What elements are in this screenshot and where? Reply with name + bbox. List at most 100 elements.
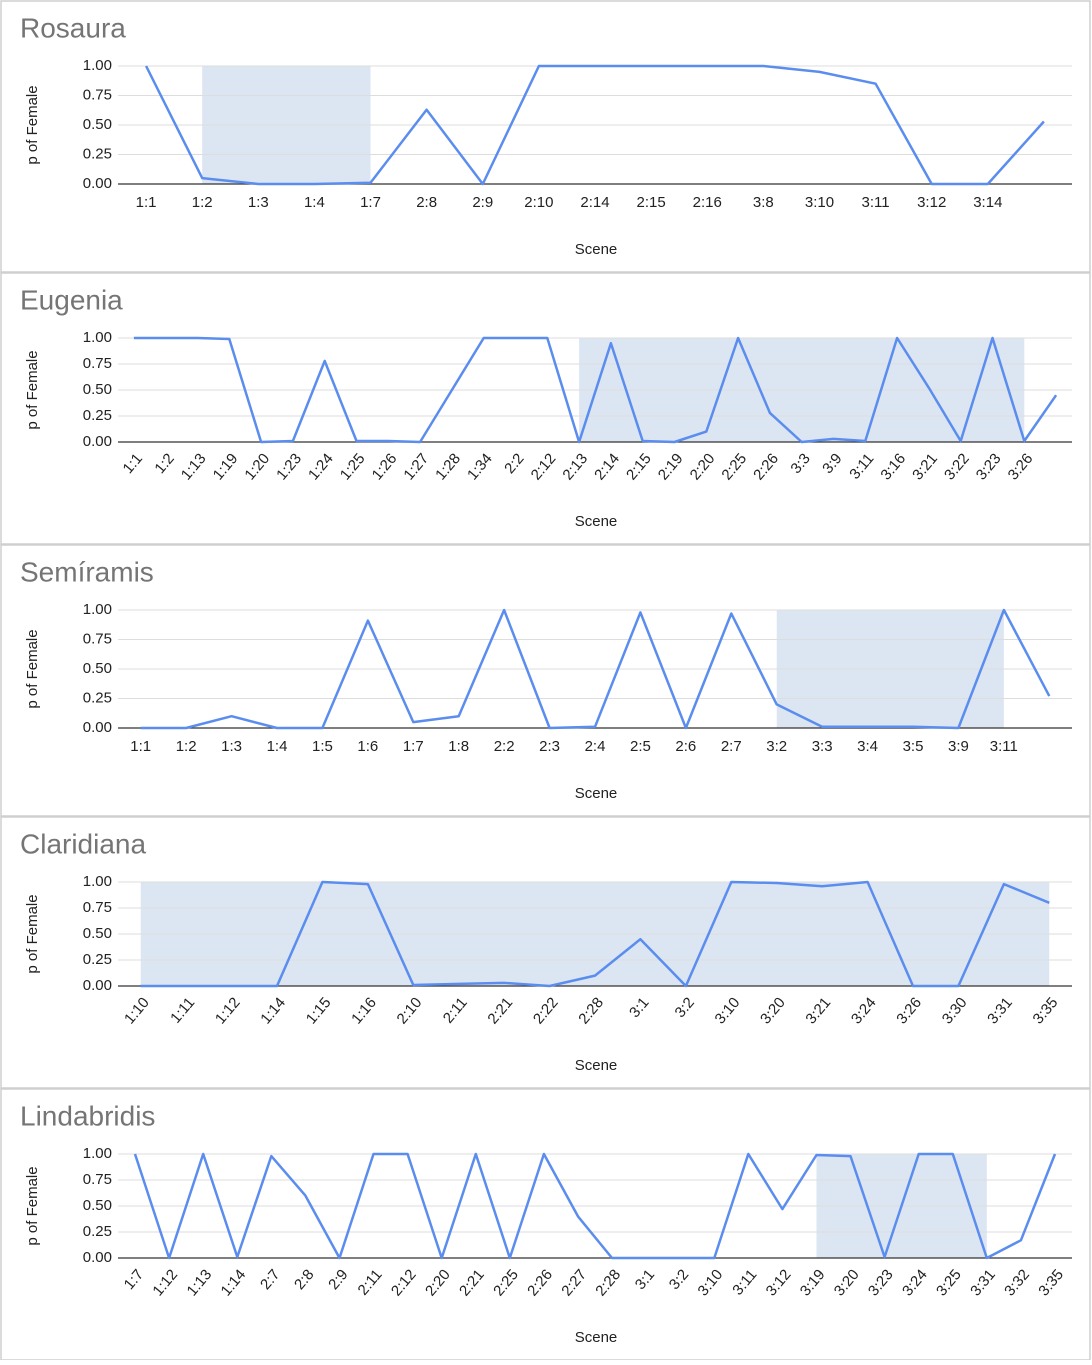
x-tick-label: 3:2 (672, 994, 698, 1021)
x-tick-label: 3:32 (1001, 1266, 1033, 1299)
x-tick-label: 2:19 (655, 450, 687, 483)
y-tick-label: 1.00 (83, 329, 112, 346)
x-tick-label: 1:13 (183, 1266, 215, 1299)
x-tick-label: 2:20 (687, 450, 719, 483)
x-tick-label: 2:8 (416, 194, 437, 211)
x-tick-label: 2:6 (675, 738, 696, 755)
x-tick-label: 2:9 (472, 194, 493, 211)
y-axis-title: p of Female (24, 85, 41, 164)
x-tick-label: 3:20 (831, 1266, 863, 1299)
y-tick-label: 0.25 (83, 407, 112, 424)
x-tick-label: 2:10 (524, 194, 553, 211)
y-tick-label: 0.75 (83, 86, 112, 103)
x-tick-label: 1:7 (360, 194, 381, 211)
x-tick-label: 1:1 (120, 450, 146, 477)
chart-title: Eugenia (20, 284, 123, 315)
x-tick-label: 1:19 (210, 450, 242, 483)
x-tick-label: 1:23 (273, 450, 305, 483)
y-tick-label: 0.25 (83, 689, 112, 706)
x-tick-label: 3:16 (877, 450, 909, 483)
x-tick-label: 3:35 (1035, 1266, 1067, 1299)
x-tick-label: 2:21 (456, 1266, 488, 1299)
x-tick-label: 1:12 (149, 1266, 181, 1299)
x-tick-label: 3:24 (848, 994, 880, 1027)
x-tick-label: 3:11 (729, 1266, 760, 1298)
y-tick-label: 0.75 (83, 1171, 112, 1188)
x-tick-label: 3:10 (805, 194, 834, 211)
x-tick-label: 2:14 (591, 450, 623, 483)
x-tick-label: 3:1 (626, 994, 652, 1021)
x-tick-label: 2:15 (623, 450, 655, 483)
x-tick-label: 2:3 (539, 738, 560, 755)
x-tick-label: 2:5 (630, 738, 651, 755)
x-tick-label: 3:24 (899, 1266, 931, 1299)
x-tick-label: 3:23 (973, 450, 1005, 483)
data-line (133, 1152, 1057, 1260)
y-tick-label: 0.75 (83, 355, 112, 372)
x-tick-label: 1:20 (241, 450, 273, 483)
x-tick-label: 3:11 (990, 738, 1018, 755)
x-tick-label: 1:1 (136, 194, 157, 211)
x-tick-label: 1:4 (304, 194, 325, 211)
x-tick-label: 3:3 (812, 738, 833, 755)
x-tick-label: 2:20 (422, 1266, 454, 1299)
x-tick-label: 2:28 (592, 1266, 624, 1299)
x-tick-label: 2:7 (721, 738, 742, 755)
x-tick-label: 2:25 (490, 1266, 522, 1299)
y-tick-label: 0.00 (83, 1249, 112, 1266)
x-tick-label: 2:7 (257, 1266, 283, 1293)
data-line (140, 608, 1051, 730)
y-tick-label: 1.00 (83, 601, 112, 618)
x-tick-label: 1:2 (192, 194, 213, 211)
x-tick-label: 1:3 (221, 738, 242, 755)
y-tick-label: 0.25 (83, 951, 112, 968)
x-tick-label: 2:2 (494, 738, 515, 755)
y-tick-label: 1.00 (83, 873, 112, 890)
x-tick-label: 1:13 (178, 450, 210, 483)
x-tick-label: 1:16 (348, 994, 380, 1027)
x-axis-title: Scene (575, 1057, 618, 1074)
x-tick-label: 2:26 (750, 450, 782, 483)
x-tick-label: 3:1 (632, 1266, 658, 1293)
x-tick-label: 1:2 (176, 738, 197, 755)
y-tick-label: 0.50 (83, 660, 112, 677)
y-tick-label: 0.75 (83, 899, 112, 916)
x-tick-label: 3:9 (948, 738, 969, 755)
x-tick-label: 1:10 (121, 994, 153, 1027)
x-tick-label: 1:7 (403, 738, 424, 755)
x-tick-label: 1:28 (432, 450, 464, 483)
y-tick-label: 0.50 (83, 116, 112, 133)
x-tick-label: 2:28 (575, 994, 607, 1027)
x-tick-label: 3:9 (819, 450, 845, 477)
x-tick-label: 2:11 (355, 1266, 386, 1298)
y-tick-label: 0.50 (83, 925, 112, 942)
y-axis-title: p of Female (24, 629, 41, 708)
panel-border (0, 544, 1091, 817)
panel-border (0, 272, 1091, 545)
x-tick-label: 1:6 (357, 738, 378, 755)
x-tick-label: 1:25 (337, 450, 369, 483)
x-tick-label: 3:11 (846, 450, 877, 482)
x-tick-label: 3:12 (763, 1266, 795, 1299)
panel-border (0, 0, 1091, 273)
x-tick-label: 1:27 (400, 450, 432, 483)
x-tick-label: 2:25 (718, 450, 750, 483)
x-tick-label: 3:5 (903, 738, 924, 755)
x-tick-label: 1:34 (464, 450, 496, 483)
x-tick-label: 2:21 (484, 994, 516, 1027)
x-tick-label: 1:3 (248, 194, 269, 211)
x-tick-label: 1:24 (305, 450, 337, 483)
x-tick-label: 3:31 (984, 994, 1016, 1027)
x-tick-label: 3:4 (857, 738, 878, 755)
x-tick-label: 2:9 (325, 1266, 351, 1293)
x-axis-title: Scene (575, 1329, 618, 1346)
x-tick-label: 2:27 (558, 1266, 590, 1299)
x-tick-label: 1:8 (448, 738, 469, 755)
x-tick-label: 3:11 (862, 194, 890, 211)
x-tick-label: 2:22 (530, 994, 562, 1027)
x-tick-label: 2:26 (524, 1266, 556, 1299)
x-tick-label: 3:10 (695, 1266, 727, 1299)
chart-title: Rosaura (20, 12, 126, 43)
